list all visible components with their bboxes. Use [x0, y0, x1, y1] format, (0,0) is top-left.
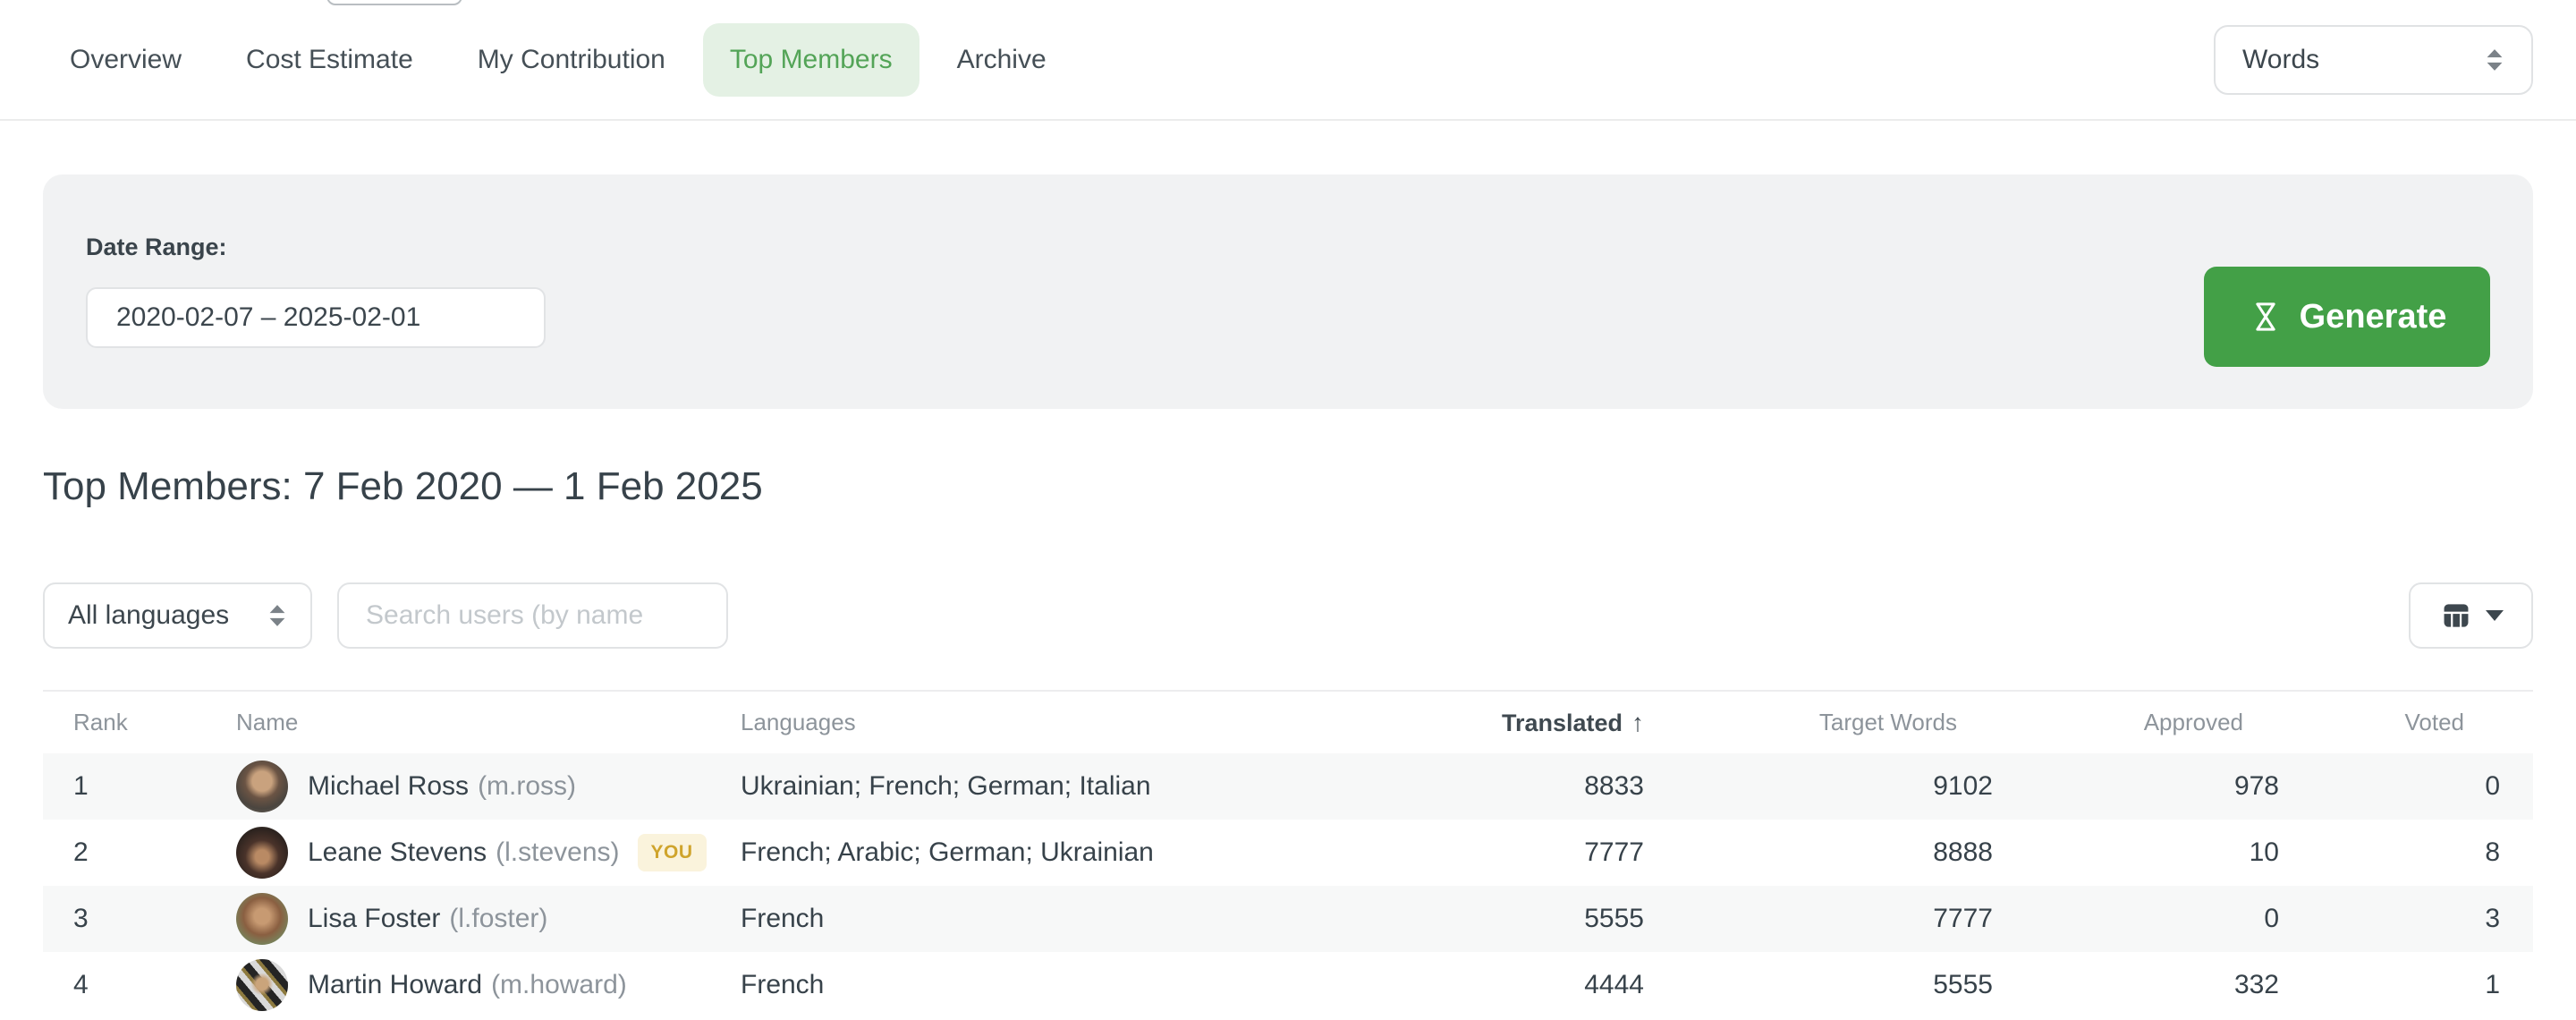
you-badge: YOU	[637, 834, 707, 871]
avatar	[236, 959, 288, 1011]
page-title: Top Members: 7 Feb 2020 — 1 Feb 2025	[43, 464, 763, 508]
column-header-languages: Languages	[741, 690, 1304, 753]
table-row: 4 Martin Howard (m.howard) French 4444 5…	[43, 952, 2533, 1018]
member-name: Michael Ross	[308, 771, 470, 801]
member-languages: French; Arabic; German; Ukrainian	[741, 837, 1154, 867]
table-row: 3 Lisa Foster (l.foster) French 5555 777…	[43, 886, 2533, 952]
date-range-value: 2020-02-07 – 2025-02-01	[116, 302, 421, 332]
member-username: (m.howard)	[491, 970, 627, 999]
column-header-translated[interactable]: Translated ↑	[1304, 690, 1689, 753]
column-header-approved[interactable]: Approved	[2038, 690, 2324, 753]
unit-select-value: Words	[2242, 45, 2320, 74]
approved-value: 332	[2233, 970, 2279, 999]
target-words-value: 5555	[1933, 970, 1993, 999]
updown-arrows-icon	[269, 605, 285, 626]
table-columns-icon	[2444, 604, 2468, 627]
column-header-rank: Rank	[43, 690, 204, 753]
approved-value: 0	[2038, 886, 2324, 952]
columns-settings-button[interactable]	[2409, 582, 2533, 649]
target-words-value: 7777	[1689, 886, 2038, 952]
member-username: (l.foster)	[449, 904, 548, 933]
hourglass-icon	[2255, 302, 2275, 331]
column-header-name[interactable]: Name	[204, 690, 741, 753]
avatar	[236, 893, 288, 945]
member-languages: French	[741, 970, 825, 999]
voted-value: 3	[2324, 886, 2533, 952]
unit-select[interactable]: Words	[2214, 25, 2533, 95]
member-name: Leane Stevens	[308, 837, 487, 867]
translated-value: 7777	[1584, 837, 1644, 867]
updown-arrows-icon	[2487, 49, 2503, 71]
tab-overview[interactable]: Overview	[43, 23, 208, 97]
generate-button[interactable]: Generate	[2204, 267, 2490, 367]
report-generator-panel: Date Range: 2020-02-07 – 2025-02-01 Gene…	[43, 174, 2533, 409]
tab-my-contribution[interactable]: My Contribution	[451, 23, 692, 97]
table-row: 2 Leane Stevens (l.stevens) YOU French; …	[43, 820, 2533, 886]
member-languages: French	[741, 886, 1304, 952]
approved-value: 978	[2038, 753, 2324, 820]
member-username: (m.ross)	[478, 771, 577, 801]
rank-value: 2	[73, 837, 89, 867]
voted-value: 0	[2324, 753, 2533, 820]
date-range-label: Date Range:	[86, 234, 227, 260]
voted-value: 8	[2485, 837, 2500, 867]
caret-down-icon	[2485, 610, 2504, 621]
language-filter-select[interactable]: All languages	[43, 582, 312, 649]
column-header-target-words[interactable]: Target Words	[1689, 690, 2038, 753]
top-members-table: Rank Name Languages Translated ↑ Target W…	[43, 690, 2533, 1018]
tab-archive[interactable]: Archive	[930, 23, 1073, 97]
target-words-value: 9102	[1689, 753, 2038, 820]
approved-value: 10	[2249, 837, 2279, 867]
member-username: (l.stevens)	[496, 837, 620, 867]
language-filter-value: All languages	[68, 600, 230, 630]
tab-cost-estimate[interactable]: Cost Estimate	[219, 23, 440, 97]
rank-value: 4	[73, 970, 89, 999]
report-tabbar: Overview Cost Estimate My Contribution T…	[0, 0, 2576, 121]
date-range-input[interactable]: 2020-02-07 – 2025-02-01	[86, 287, 546, 348]
arrow-up-icon: ↑	[1631, 708, 1644, 736]
translated-value: 5555	[1304, 886, 1689, 952]
tab-top-members[interactable]: Top Members	[702, 22, 919, 97]
member-name: Martin Howard	[308, 970, 483, 999]
target-words-value: 8888	[1933, 837, 1993, 867]
rank-value: 3	[43, 886, 204, 952]
avatar	[236, 827, 288, 879]
rank-value: 1	[43, 753, 204, 820]
column-header-voted[interactable]: Voted	[2324, 690, 2533, 753]
table-header-row: Rank Name Languages Translated ↑ Target W…	[43, 690, 2533, 753]
avatar	[236, 761, 288, 812]
filters-row: All languages	[43, 582, 2533, 649]
voted-value: 1	[2485, 970, 2500, 999]
translated-value: 4444	[1584, 970, 1644, 999]
search-input[interactable]	[337, 582, 728, 649]
generate-label: Generate	[2299, 297, 2447, 336]
member-languages: Ukrainian; French; German; Italian	[741, 753, 1304, 820]
translated-value: 8833	[1304, 753, 1689, 820]
table-row: 1 Michael Ross (m.ross) Ukrainian; Frenc…	[43, 753, 2533, 820]
member-name: Lisa Foster	[308, 904, 441, 933]
